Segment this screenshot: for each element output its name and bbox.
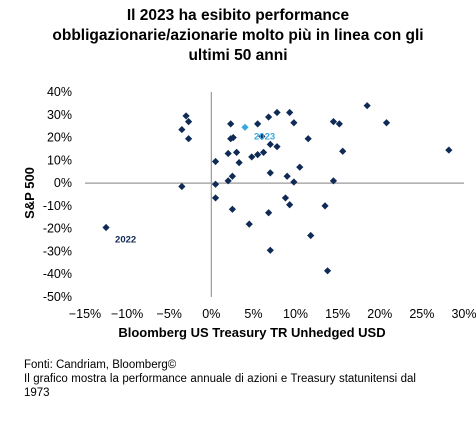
data-point [283, 172, 291, 180]
chart-title-line-2: obbligazionarie/azionarie molto più in l… [52, 27, 424, 44]
data-point-2022 [102, 223, 110, 232]
data-point [184, 118, 193, 126]
source-note: Fonti: Candriam, Bloomberg© [24, 359, 177, 371]
y-axis-label: S&P 500 [22, 167, 37, 219]
data-point [363, 102, 371, 110]
chart-title-line-1: Il 2023 ha esibito performance [126, 7, 350, 24]
data-point [224, 149, 232, 158]
data-point [382, 119, 391, 127]
data-point [259, 148, 268, 156]
x-tick-label: 30% [451, 307, 476, 321]
data-point [273, 143, 281, 151]
x-tick-label: −10% [111, 307, 143, 321]
y-tick-label: 0% [54, 176, 72, 190]
data-point [281, 194, 290, 202]
chart-title: Il 2023 ha esibito performance obbligazi… [0, 6, 476, 66]
data-point [266, 169, 274, 177]
data-point [339, 147, 347, 155]
data-point [265, 209, 273, 217]
data-point [245, 220, 253, 228]
y-tick-label: -10% [43, 199, 72, 213]
x-tick-label: 0% [202, 307, 220, 321]
data-point [178, 125, 186, 134]
data-point [182, 112, 190, 120]
x-tick-label: 20% [367, 307, 392, 321]
data-point [445, 146, 453, 154]
data-point [266, 246, 274, 254]
x-axis-label: Bloomberg US Treasury TR Unhedged USD [118, 325, 385, 340]
data-point [184, 135, 193, 143]
data-point [228, 205, 236, 213]
y-tick-label: 30% [47, 108, 72, 122]
data-point [229, 133, 237, 142]
x-tick-label: 5% [244, 307, 262, 321]
data-point [235, 159, 243, 167]
x-tick-label: −15% [69, 307, 101, 321]
data-point [254, 151, 262, 159]
data-points [102, 102, 453, 275]
data-point-2023 [241, 123, 249, 131]
data-point-label-2022: 2022 [115, 235, 136, 246]
x-tick-label: −5% [157, 307, 182, 321]
y-tick-label: -30% [43, 244, 72, 258]
data-point-labels: 2022 2023 [115, 131, 275, 245]
data-point [321, 202, 329, 210]
x-tick-label: 10% [283, 307, 308, 321]
data-point-label-2023: 2023 [254, 131, 275, 142]
data-point [335, 120, 343, 128]
data-point [329, 118, 338, 126]
data-point [304, 135, 312, 143]
data-point [211, 180, 220, 188]
chart-title-line-3: ultimi 50 anni [188, 47, 288, 64]
data-point [286, 201, 294, 209]
y-tick-label: 10% [47, 153, 72, 167]
data-point [290, 119, 298, 127]
data-point [266, 140, 274, 148]
data-point [307, 231, 315, 240]
y-tick-label: -20% [43, 222, 72, 236]
x-tick-label: 25% [409, 307, 434, 321]
data-point [224, 177, 232, 185]
data-point [248, 153, 256, 161]
y-tick-label: 40% [47, 85, 72, 99]
x-tick-label: 15% [325, 307, 350, 321]
chart-description: Il grafico mostra la performance annuale… [24, 373, 416, 399]
data-point [258, 132, 266, 141]
data-point [290, 178, 298, 186]
y-tick-label: -50% [43, 290, 72, 304]
data-point [273, 108, 281, 117]
chart-axes [85, 92, 464, 297]
data-point [329, 177, 338, 185]
y-tick-label: 20% [47, 131, 72, 145]
data-point [228, 172, 236, 180]
data-point [286, 108, 294, 117]
data-point [296, 163, 304, 171]
data-point [265, 113, 273, 121]
data-point [178, 182, 186, 191]
chart-footer: Fonti: Candriam, Bloomberg© Il grafico m… [24, 358, 416, 400]
data-point [233, 148, 241, 156]
data-point [211, 194, 220, 202]
data-point [323, 267, 332, 275]
y-tick-labels: 40% 30% 20% 10% 0% -10% -20% -30% -40% -50% [43, 85, 72, 304]
y-tick-label: -40% [43, 267, 72, 281]
data-point [227, 120, 235, 128]
data-point [211, 157, 220, 166]
x-tick-labels: −15% −10% −5% 0% 5% 10% 15% 20% 25% 30% [69, 307, 476, 321]
data-point [254, 120, 262, 128]
